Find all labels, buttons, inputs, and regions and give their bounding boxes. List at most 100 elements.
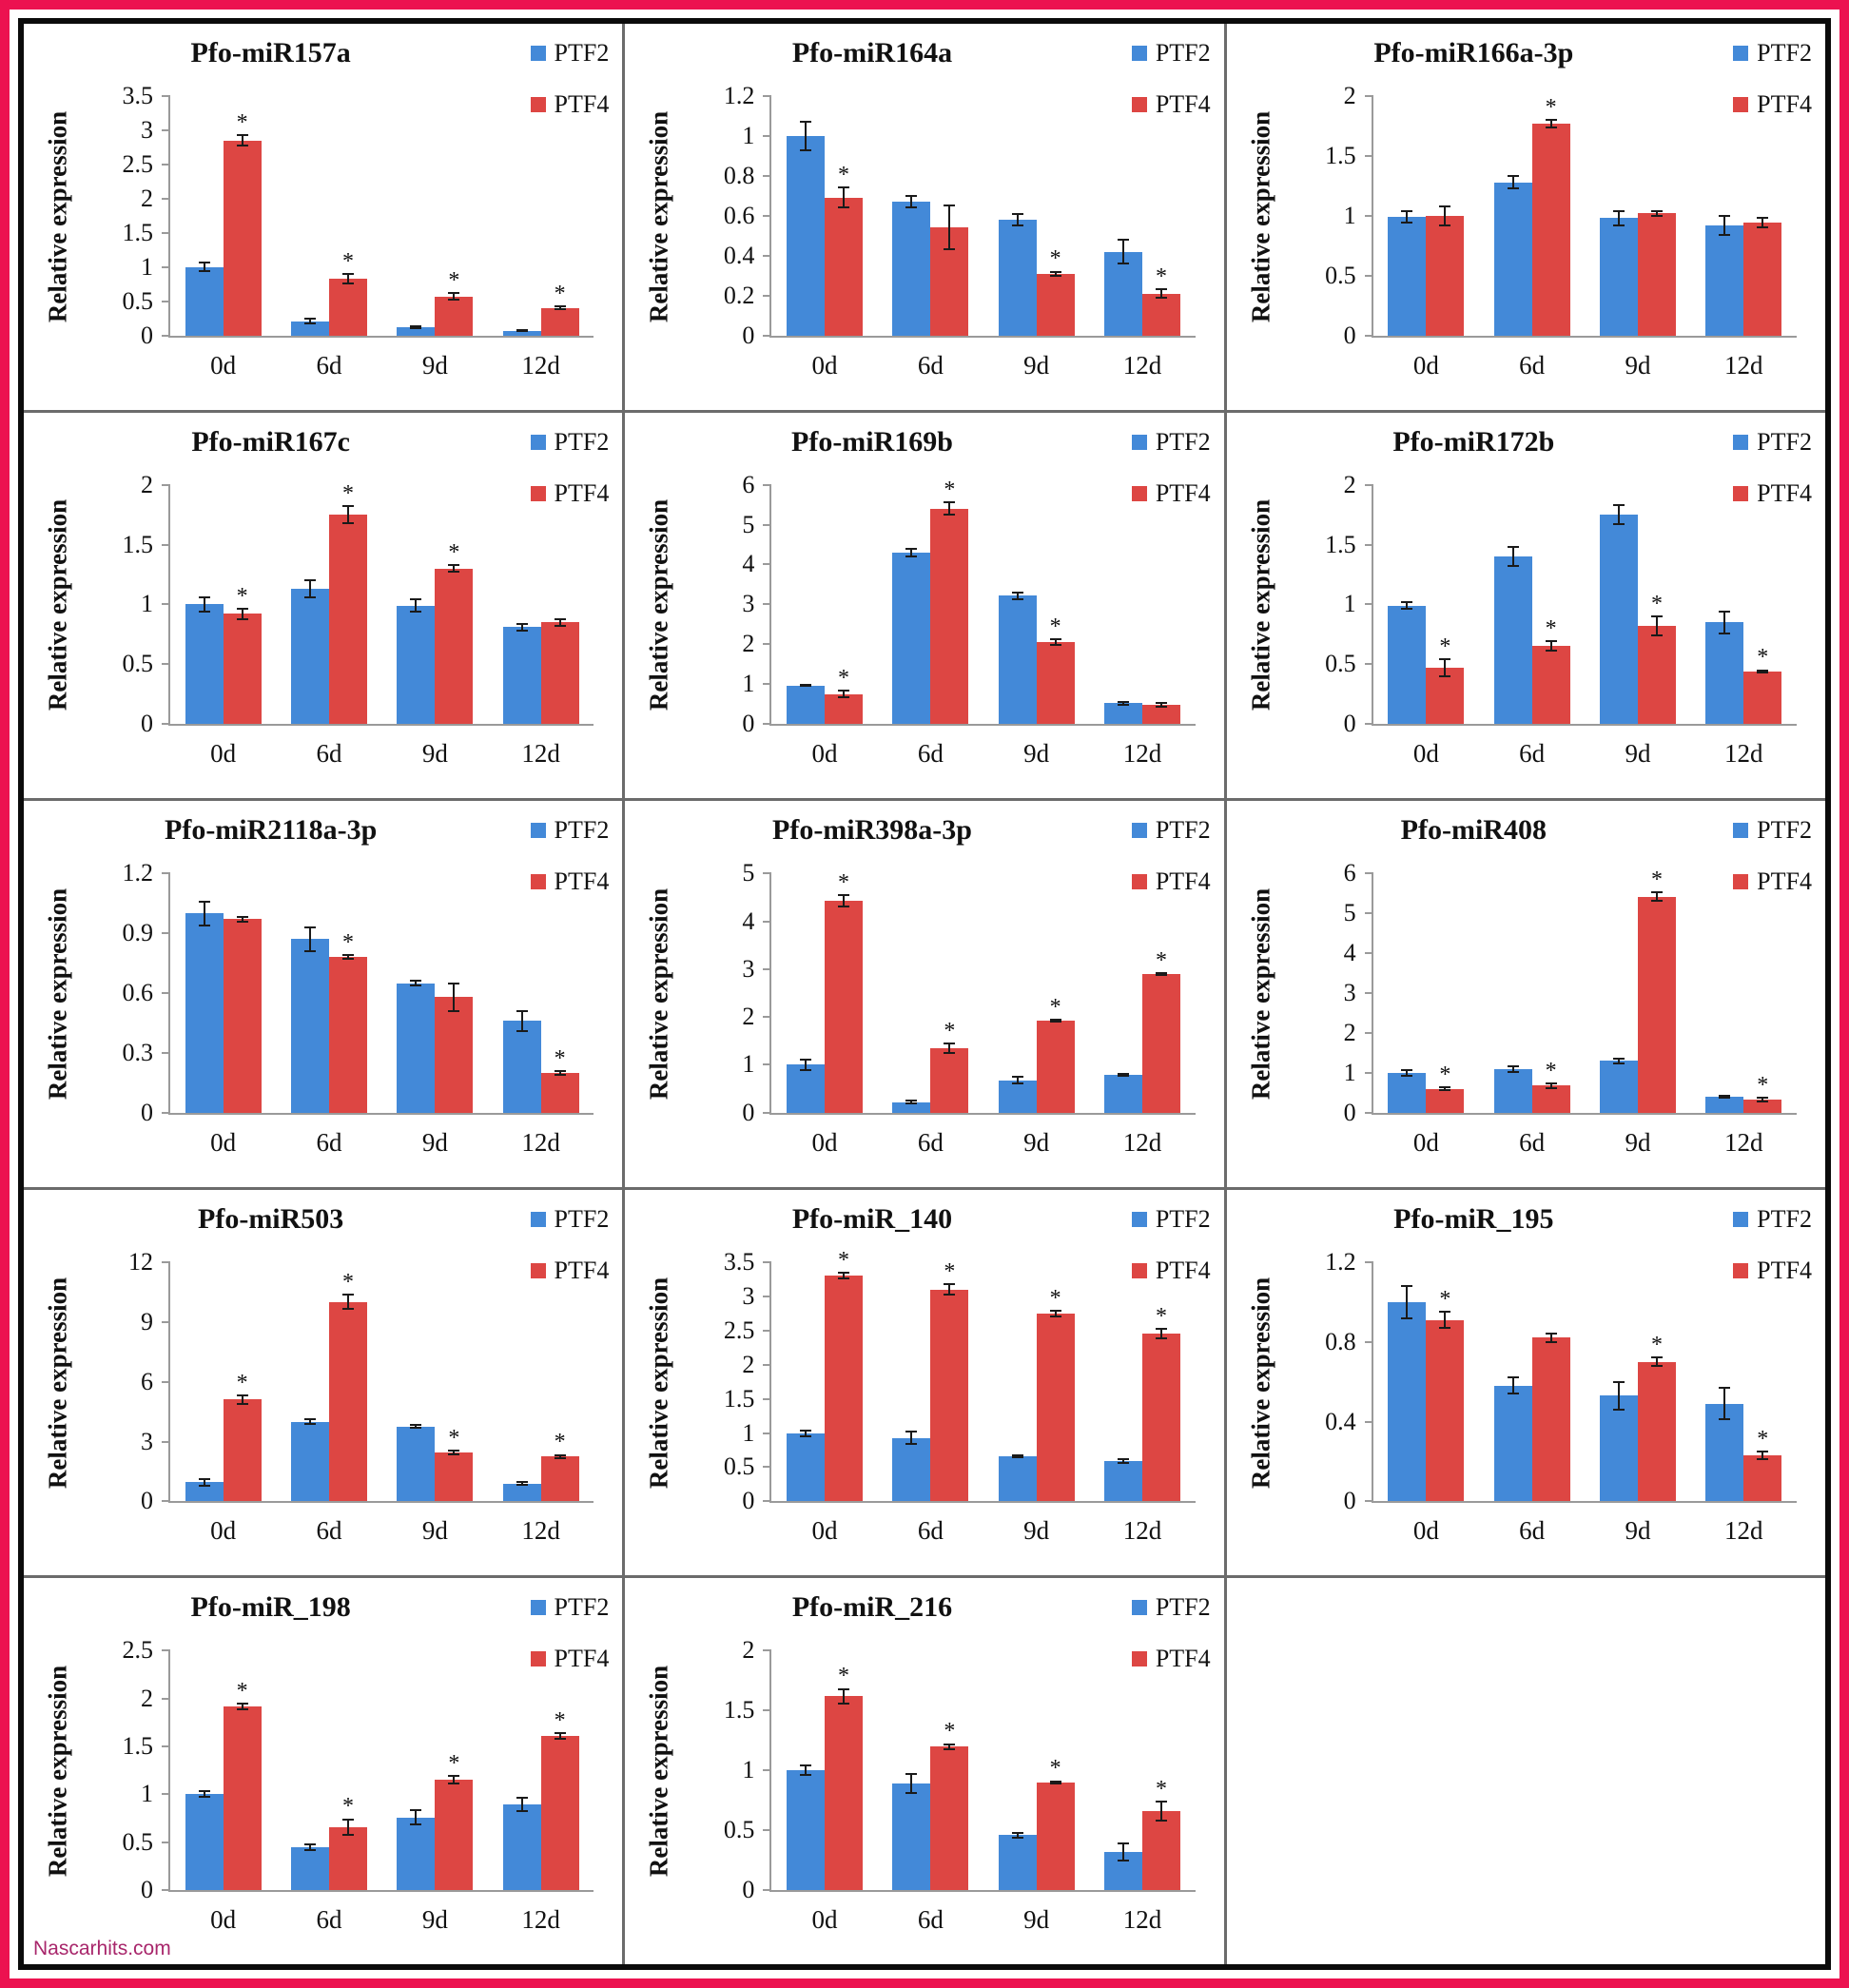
significance-asterisk: * [341,481,354,507]
watermark: Nascarhits.com [29,1937,176,1961]
legend-item: PTF2 [530,816,609,845]
chart-panel: Pfo-miR398a-3p PTF2 PTF4 Relative expressio… [625,801,1224,1187]
x-tick-label: 9d [1023,739,1050,769]
error-bar [799,1059,811,1071]
error-bar [944,1042,956,1054]
legend-swatch-icon [530,434,546,450]
y-tick-mark [763,334,772,337]
y-tick-label: 2 [141,184,153,212]
y-tick-mark [162,932,170,935]
bar-ptf2-0d [786,1770,825,1890]
y-tick-mark [162,1745,170,1748]
y-tick-label: 0.4 [1325,1407,1356,1435]
y-tick-label: 3 [742,590,755,618]
y-tick-label: 3 [1343,979,1356,1006]
x-tick-label: 12d [521,1516,560,1546]
bar-ptf2-6d [290,321,329,336]
error-bar [516,622,528,632]
significance-asterisk: * [236,1371,248,1396]
significance-asterisk: * [1650,591,1663,616]
y-tick-mark [1364,723,1373,726]
bar-group: * 6d [1479,96,1585,380]
y-tick-mark [162,543,170,546]
significance-asterisk: * [236,584,248,610]
significance-asterisk: * [837,1248,849,1274]
error-bar [198,262,210,272]
bar-ptf4-6d [1531,123,1570,336]
significance-asterisk: * [944,1258,956,1284]
bar-ptf2-6d [290,1846,329,1890]
x-tick-label: 9d [1023,1905,1050,1934]
bar-ptf2-0d [185,1482,224,1502]
error-bar [799,683,811,687]
bar-ptf2-12d [1705,622,1744,725]
y-tick-label: 1.5 [122,218,154,246]
y-tick-label: 0 [141,321,153,349]
legend-item: PTF4 [1733,1257,1812,1285]
bar-ptf2-12d [1103,251,1142,336]
bar-group: * 12d [1089,1262,1195,1545]
chart-title: Pfo-miR_195 [1393,1202,1554,1235]
x-tick-label: 9d [1625,350,1651,380]
bar-group: 0d [170,873,276,1157]
y-tick-label: 0.6 [723,201,755,229]
legend-swatch-icon [1131,97,1147,112]
y-tick-mark [162,128,170,131]
error-bar [554,1731,566,1741]
bar-ptf4-0d [824,1276,863,1502]
bar-group: * 12d [1089,96,1195,380]
y-tick-label: 4 [742,550,755,578]
y-tick-label: 2 [742,1636,755,1665]
bar-ptf4-9d [1036,642,1075,725]
legend-item: PTF2 [530,1205,609,1234]
bar-ptf4-6d [1531,646,1570,725]
y-tick-label: 3 [742,954,755,983]
significance-asterisk: * [1439,634,1451,660]
legend-label: PTF2 [1155,427,1211,456]
legend-label: PTF4 [1757,867,1812,896]
error-bar [198,1478,210,1487]
bar-group: * 12d [488,873,594,1157]
error-bar [1049,270,1061,277]
y-tick-mark [763,1466,772,1469]
y-tick-label: 0 [742,1876,755,1903]
error-bar [1650,1356,1663,1368]
error-bar [410,1809,422,1825]
chart-panel: Pfo-miR166a-3p PTF2 PTF4 Relative expressio… [1226,24,1825,410]
bar-ptf2-9d [397,326,436,336]
legend-label: PTF4 [1155,1256,1211,1284]
bar-ptf2-6d [892,1437,931,1502]
y-tick-label: 1 [742,1418,755,1447]
error-bar [236,134,248,146]
legend-swatch-icon [1733,46,1749,61]
y-tick-label: 0.5 [723,1452,755,1481]
bar-group: * 9d [1585,1262,1690,1545]
bar-group: * 0d [771,1249,877,1545]
y-axis-title: Relative expression [1246,110,1275,322]
bar-group: 12d [1691,96,1797,380]
bar-ptf2-12d [1103,703,1142,725]
y-tick-mark [763,214,772,217]
error-bar [1155,288,1167,300]
error-bar [236,1702,248,1710]
legend-swatch-icon [1733,434,1749,450]
bar-ptf2-12d [1705,224,1744,336]
error-bar [944,501,956,516]
x-tick-label: 6d [1519,1516,1546,1546]
bar-ptf2-9d [1599,515,1638,725]
significance-asterisk: * [1049,995,1061,1020]
error-bar [1507,1376,1519,1394]
legend-swatch-icon [1131,46,1147,61]
bar-group: 12d [1089,485,1195,768]
x-tick-label: 0d [1412,350,1439,380]
chart-title: Pfo-miR_140 [791,1202,953,1235]
bar-group: * 6d [878,478,983,768]
error-bar [303,318,316,325]
y-tick-label: 4 [742,906,755,935]
x-tick-label: 6d [917,1905,944,1934]
bar-ptf4-9d [1036,1782,1075,1890]
y-tick-label: 1 [141,252,153,281]
error-bar [1719,1386,1731,1420]
x-tick-label: 0d [1412,739,1439,769]
bar-group: * 9d [983,485,1089,768]
